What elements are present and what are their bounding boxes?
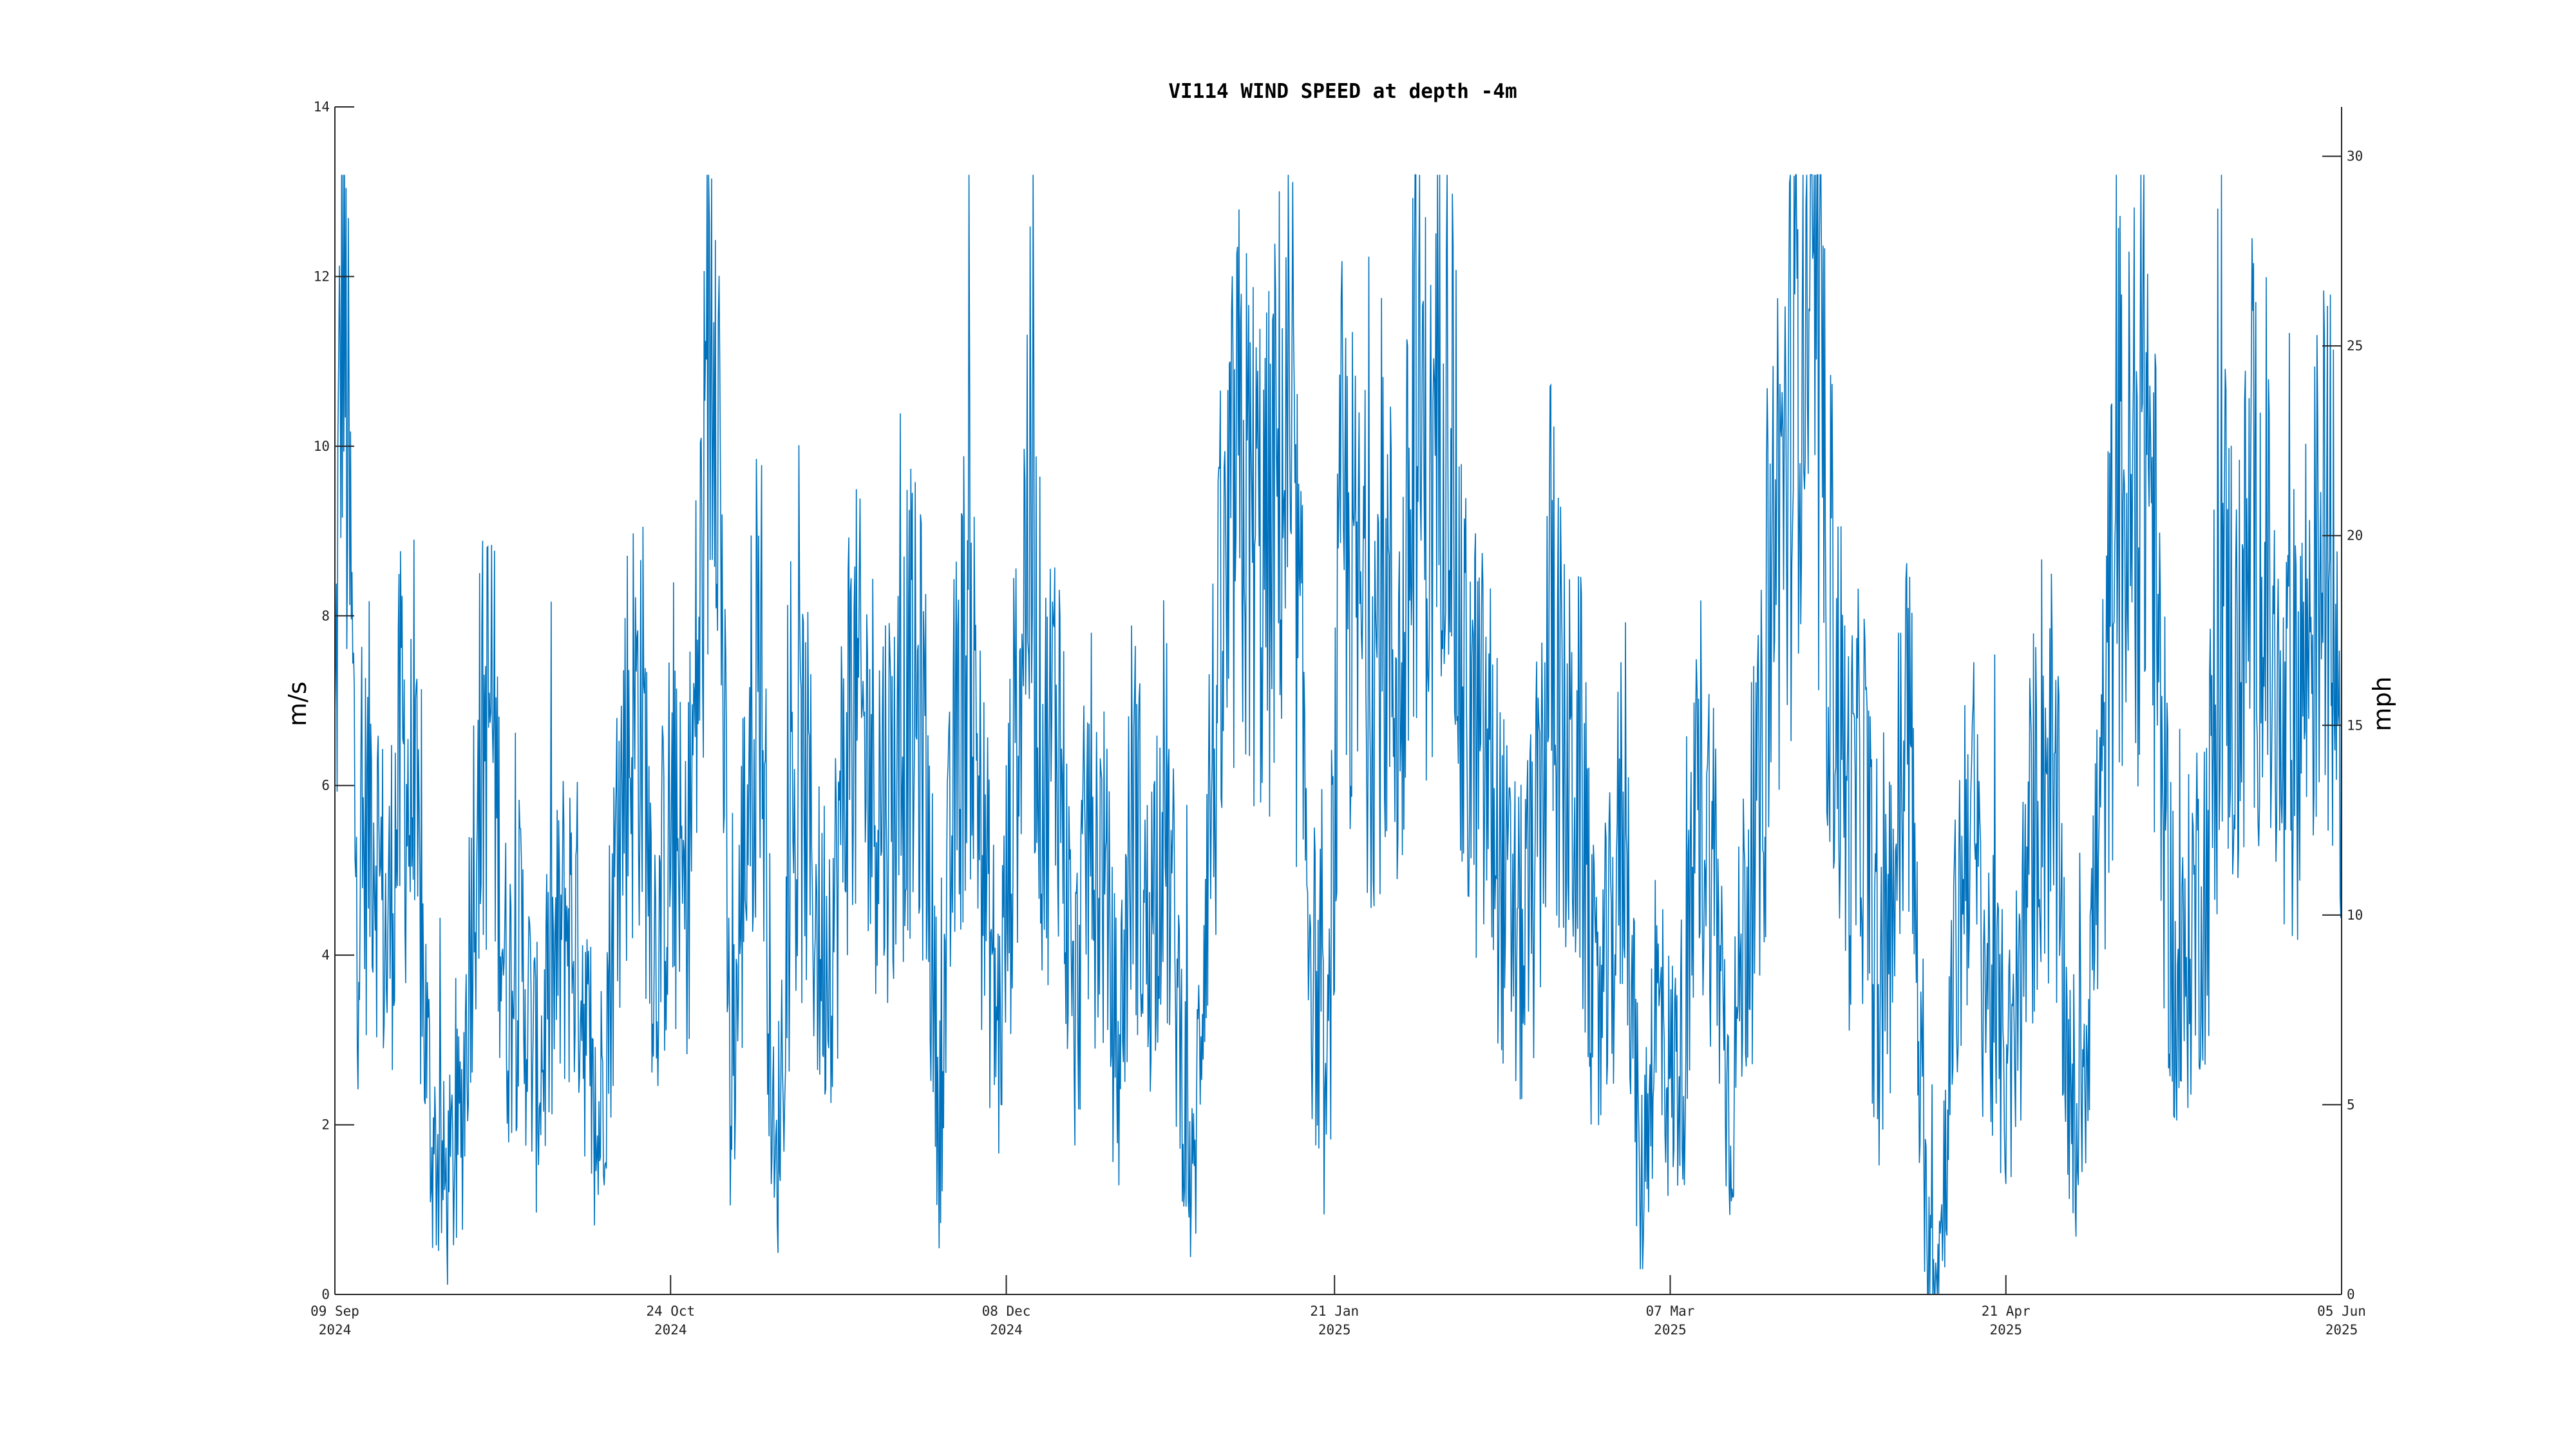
x-tick-label: 08 Dec [982, 1303, 1031, 1319]
right-y-tick-label: 5 [2347, 1097, 2355, 1112]
left-y-tick-label: 10 [314, 439, 330, 454]
x-ticks: 09 Sep 2024 24 Oct 2024 08 Dec 2024 21 Jan 2025… [310, 1275, 2366, 1338]
x-tick-label: 21 Jan [1310, 1303, 1359, 1319]
left-y-tick-label: 4 [321, 947, 330, 963]
left-y-tick-label: 8 [321, 608, 330, 623]
right-y-axis-label: mph [2368, 676, 2396, 731]
right-y-ticks: 0 5 10 15 20 25 30 [2322, 149, 2363, 1302]
left-y-tick-label: 12 [314, 269, 330, 284]
x-tick-label: 24 Oct [646, 1303, 695, 1319]
left-y-tick-label: 0 [321, 1287, 330, 1302]
x-tick-year: 2024 [990, 1322, 1023, 1338]
right-y-tick-label: 15 [2347, 717, 2363, 733]
right-y-tick-label: 0 [2347, 1287, 2355, 1302]
right-y-tick-label: 30 [2347, 149, 2363, 164]
chart-title: VI114 WIND SPEED at depth -4m [1168, 80, 1517, 103]
x-tick-year: 2024 [654, 1322, 687, 1338]
x-tick-label: 05 Jun [2317, 1303, 2366, 1319]
right-y-tick-label: 20 [2347, 528, 2363, 544]
x-tick-year: 2025 [2325, 1322, 2358, 1338]
x-tick-label: 09 Sep [310, 1303, 359, 1319]
left-y-ticks: 0 2 4 6 8 10 12 14 [314, 99, 354, 1302]
right-y-tick-label: 10 [2347, 907, 2363, 923]
x-tick-year: 2025 [1318, 1322, 1351, 1338]
left-y-axis-label: m/s [283, 681, 312, 726]
series-layer [334, 174, 2342, 1295]
x-tick-year: 2024 [319, 1322, 352, 1338]
right-y-tick-label: 25 [2347, 338, 2363, 354]
x-tick-year: 2025 [1989, 1322, 2022, 1338]
x-tick-year: 2025 [1654, 1322, 1687, 1338]
left-y-tick-label: 2 [321, 1117, 330, 1133]
x-tick-label: 21 Apr [1982, 1303, 2031, 1319]
left-y-tick-label: 6 [321, 778, 330, 793]
left-y-tick-label: 14 [314, 99, 330, 115]
x-tick-label: 07 Mar [1646, 1303, 1695, 1319]
series-line [334, 174, 2342, 1295]
